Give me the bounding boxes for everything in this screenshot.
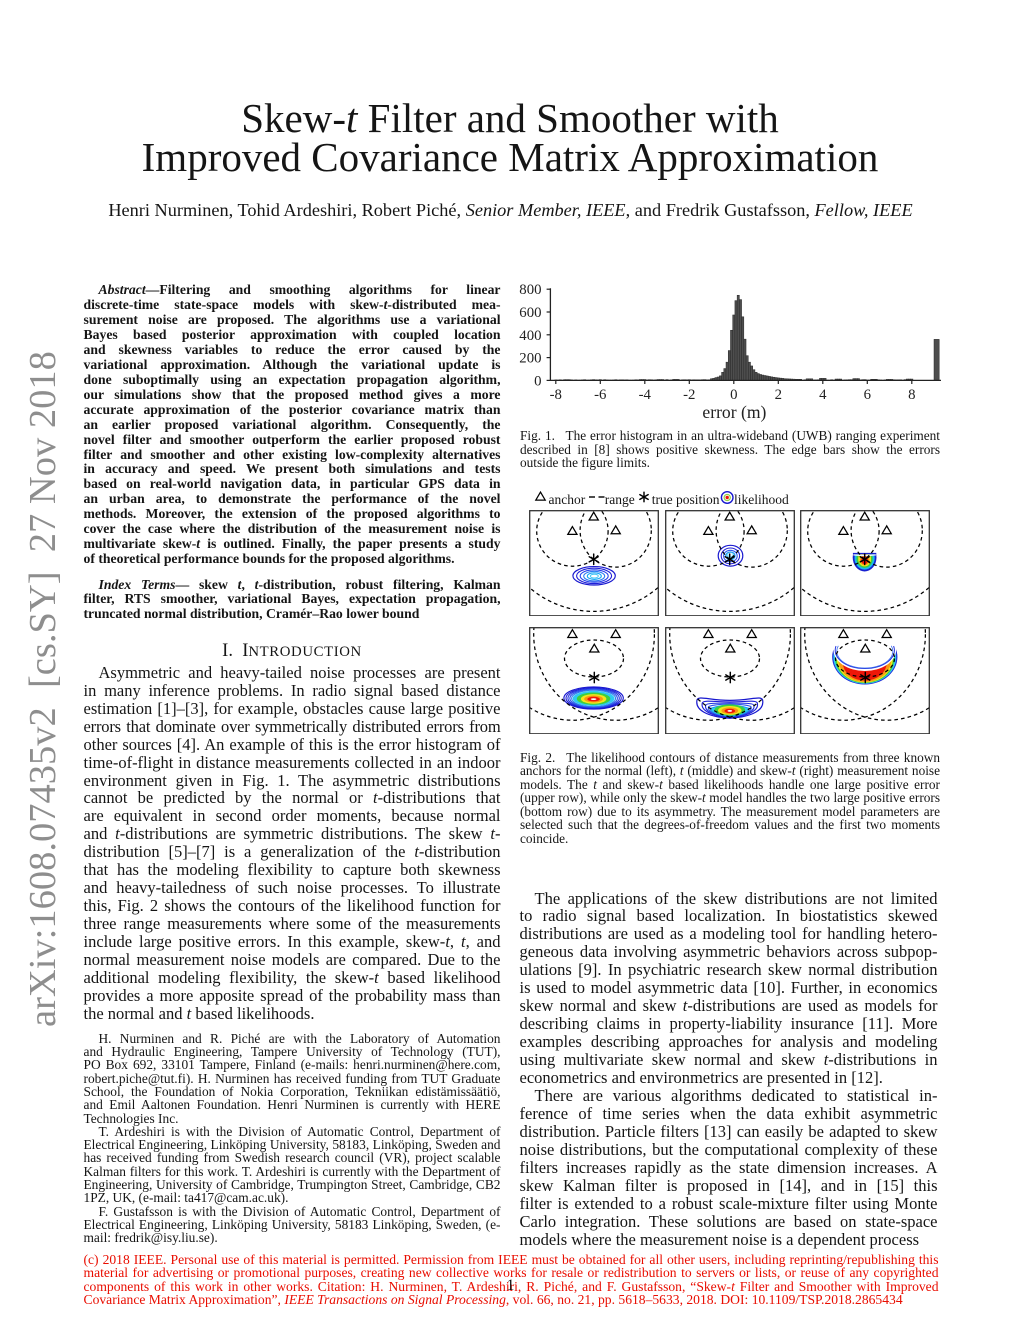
svg-text:600: 600 — [519, 305, 541, 321]
svg-text:-6: -6 — [594, 387, 606, 403]
svg-text:8: 8 — [908, 387, 915, 403]
svg-text:200: 200 — [519, 351, 541, 367]
svg-text:-8: -8 — [550, 387, 562, 403]
svg-text:-2: -2 — [683, 387, 695, 403]
svg-text:2: 2 — [775, 387, 782, 403]
svg-text:-4: -4 — [639, 387, 652, 403]
svg-text:error (m): error (m) — [702, 402, 766, 422]
svg-text:4: 4 — [819, 387, 827, 403]
svg-text:400: 400 — [519, 328, 541, 344]
svg-text:0: 0 — [730, 387, 737, 403]
svg-text:6: 6 — [864, 387, 871, 403]
svg-text:800: 800 — [519, 282, 541, 298]
svg-text:0: 0 — [534, 373, 541, 389]
